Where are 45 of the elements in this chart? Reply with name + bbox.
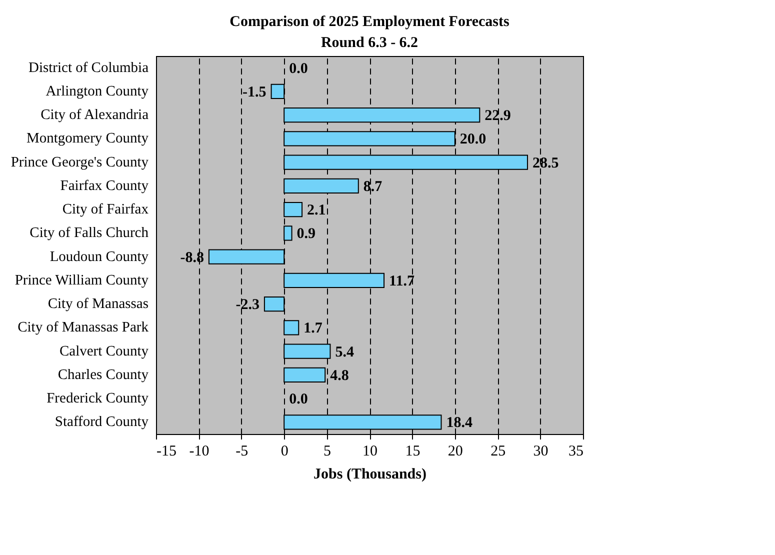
data-label: 0.0: [289, 392, 308, 408]
chart-title: Comparison of 2025 Employment Forecasts: [230, 14, 510, 30]
data-label: 20.0: [460, 132, 486, 148]
data-label: 0.0: [289, 60, 308, 77]
y-tick-label: Calvert County: [59, 343, 150, 360]
y-tick-label: City of Manassas Park: [18, 320, 150, 336]
y-tick-label: Arlington County: [46, 83, 150, 100]
y-tick-label: Prince William County: [14, 272, 150, 288]
y-tick-label: Frederick County: [46, 390, 150, 407]
data-label: 0.9: [296, 226, 316, 242]
x-tick-label: 0: [280, 444, 288, 460]
data-label: 8.7: [363, 178, 383, 195]
data-label: 2.1: [307, 202, 326, 219]
y-tick-label: City of Alexandria: [40, 107, 150, 124]
data-label: -1.5: [242, 84, 266, 100]
y-tick-label: Stafford County: [54, 414, 150, 430]
data-label: 1.7: [304, 320, 323, 337]
x-tick-label: 15: [405, 444, 420, 460]
y-tick-label: Prince George's County: [10, 154, 150, 170]
x-tick-label: -15: [156, 444, 176, 460]
x-axis-title: Jobs (Thousands): [314, 466, 426, 482]
y-tick-label: Charles County: [58, 366, 150, 383]
data-label: -8.8: [180, 250, 204, 266]
x-tick-label: 25: [490, 444, 506, 460]
y-tick-label: District of Columbia: [28, 60, 150, 76]
y-tick-label: Fairfax County: [60, 178, 150, 194]
x-tick-label: 20: [448, 444, 463, 460]
data-label: 28.5: [532, 155, 559, 172]
x-tick-label: 10: [362, 444, 378, 460]
y-tick-label: City of Falls Church: [30, 225, 150, 242]
y-tick-label: Loudoun County: [50, 248, 150, 265]
x-tick-label: -5: [236, 444, 248, 460]
x-tick-label: 35: [568, 444, 584, 460]
data-label: 4.8: [330, 368, 349, 384]
data-label: 5.4: [335, 344, 354, 360]
x-tick-label: 5: [324, 444, 332, 460]
y-tick-label: City of Manassas: [48, 296, 149, 312]
y-tick-label: City of Fairfax: [62, 202, 150, 218]
y-tick-label: Montgomery County: [26, 130, 150, 147]
data-label: 11.7: [389, 273, 415, 290]
x-tick-label: -10: [189, 444, 210, 460]
data-label: -2.3: [236, 297, 260, 314]
x-tick-label: 30: [533, 444, 548, 460]
data-label: 22.9: [484, 108, 511, 124]
chart-subtitle: Round 6.3 - 6.2: [320, 35, 418, 51]
